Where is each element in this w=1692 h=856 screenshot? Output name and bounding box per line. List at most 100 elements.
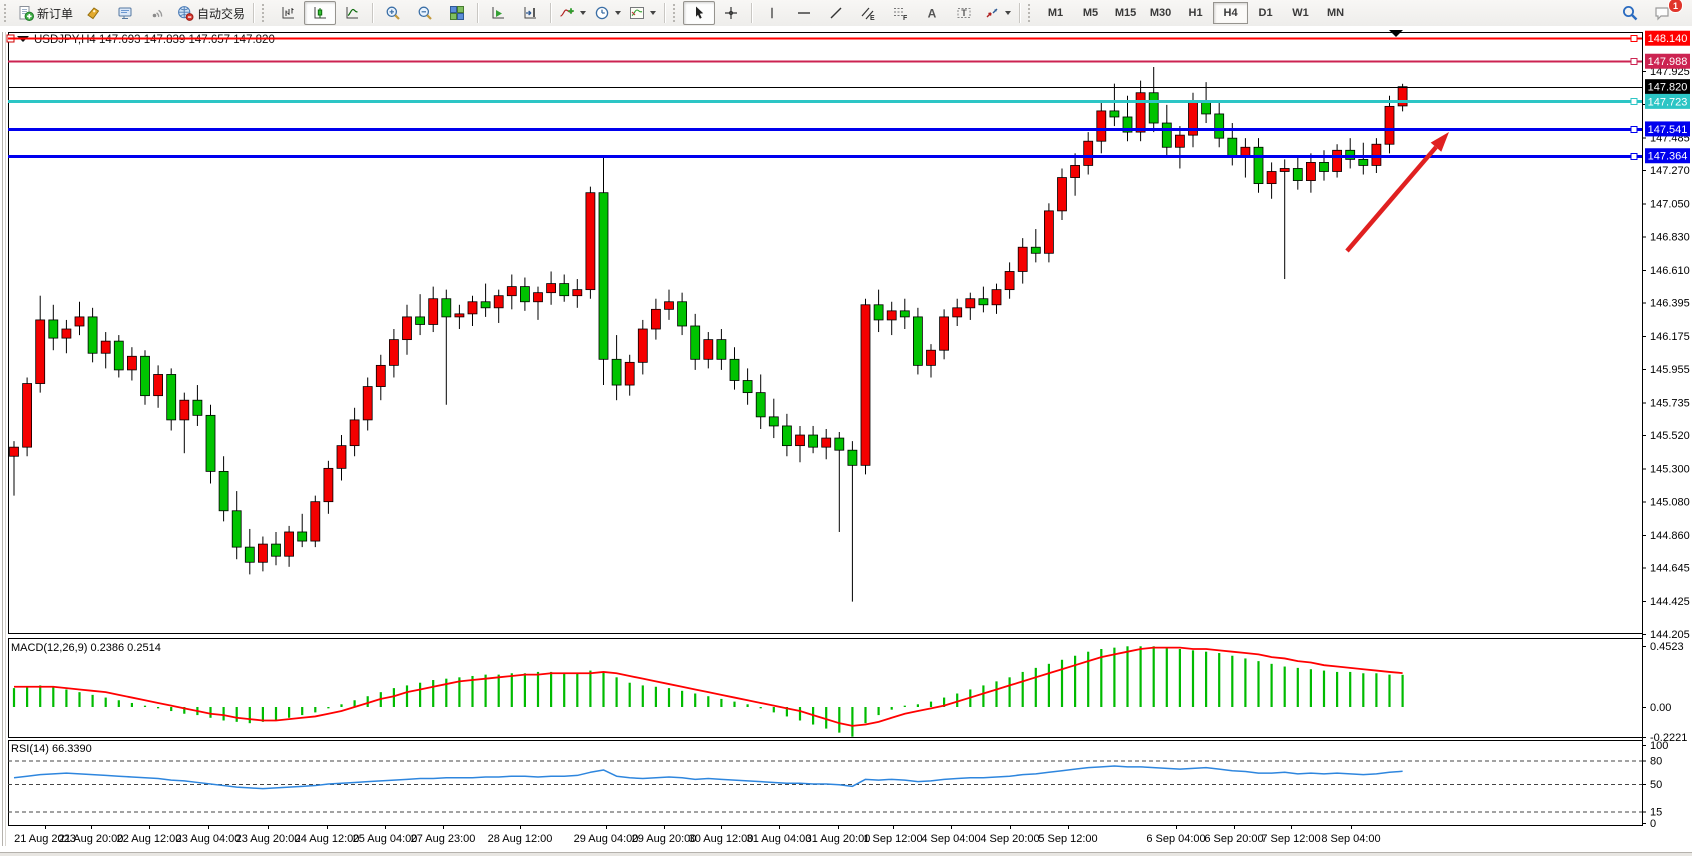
candle-body-down (271, 543, 281, 557)
price-tick-label: 147.050 (1650, 198, 1690, 210)
svg-text:F: F (903, 15, 908, 21)
candle-body-up (1057, 177, 1067, 212)
rsi-panel[interactable] (8, 740, 1643, 826)
arrows-button[interactable] (980, 1, 1015, 25)
search-button[interactable] (1614, 1, 1646, 25)
periods-button[interactable] (590, 1, 625, 25)
time-label: 23 Aug 20:00 (236, 833, 301, 845)
line-chart-button[interactable] (336, 1, 368, 25)
text-label-button[interactable]: T (948, 1, 980, 25)
market-watch-button[interactable] (77, 1, 109, 25)
candlestick-chart-button[interactable] (304, 1, 337, 25)
crosshair-button[interactable] (715, 1, 747, 25)
level-anchor-marker[interactable] (1630, 58, 1638, 65)
candle-body-up (1017, 246, 1028, 272)
tf-d1[interactable]: D1 (1258, 7, 1273, 19)
fibonacci-button[interactable]: F (884, 1, 916, 25)
chart-shift-marker[interactable] (1389, 30, 1403, 37)
candle-body-down (1161, 122, 1172, 148)
candle-body-down (1109, 110, 1120, 118)
tile-windows-button[interactable] (441, 1, 473, 25)
candle-body-up (1083, 140, 1094, 166)
toolbar-grip (673, 4, 678, 22)
candle-body-up (1096, 110, 1107, 142)
tf-w1[interactable]: W1 (1292, 7, 1309, 19)
dropdown-caret (650, 11, 657, 15)
equidistant-channel-button[interactable]: E (852, 1, 884, 25)
candle-body-down (1227, 137, 1238, 157)
macd-tick-label: 0.4523 (1650, 641, 1684, 653)
candle-body-up (546, 283, 556, 294)
chart-window[interactable]: USDJPY,H4 147.693 147.839 147.657 147.82… (0, 26, 1692, 856)
level-anchor-marker[interactable] (1630, 98, 1638, 105)
cursor-icon (696, 6, 704, 19)
signals-button[interactable] (141, 1, 173, 25)
tf-m1[interactable]: M1 (1047, 7, 1064, 19)
candle-body-up (624, 361, 635, 386)
level-anchor-marker[interactable] (1630, 35, 1638, 42)
tf-h4[interactable]: H4 (1213, 2, 1249, 24)
candle-body-up (991, 289, 1002, 306)
fibonacci-icon: F (894, 8, 908, 21)
line-chart-icon (346, 7, 359, 19)
candle-body-up (349, 419, 360, 447)
text-button[interactable]: A (916, 1, 948, 25)
bar-chart-button[interactable] (272, 1, 304, 25)
horizontal-line-button[interactable] (788, 1, 820, 25)
metaeditor-button[interactable] (109, 1, 141, 25)
rsi-line (13, 765, 1403, 790)
price-chart[interactable]: USDJPY,H4 147.693 147.839 147.657 147.82… (0, 26, 1692, 856)
candle-body-down (742, 380, 753, 394)
zoom-out-button[interactable] (409, 1, 441, 25)
tf-h1[interactable]: H1 (1188, 7, 1203, 19)
candle-body-down (415, 316, 426, 325)
candle-body-down (729, 358, 740, 381)
candle-body-up (153, 374, 164, 397)
candle-body-down (87, 316, 98, 354)
candle-body-up (1175, 134, 1185, 148)
candle-body-up (74, 316, 85, 327)
time-label: 31 Aug 04:00 (747, 833, 812, 845)
tf-m5[interactable]: M5 (1082, 7, 1099, 19)
tf-mn[interactable]: MN (1326, 7, 1345, 19)
indicators-button[interactable] (555, 1, 590, 25)
candle-body-down (847, 449, 858, 466)
candle-body-up (572, 289, 583, 297)
time-label: 31 Aug 20:00 (806, 833, 871, 845)
svg-text:T: T (961, 8, 967, 18)
cursor-button[interactable] (683, 1, 716, 25)
time-label: 23 Aug 04:00 (176, 833, 241, 845)
auto-scroll-button[interactable] (482, 1, 514, 25)
tf-m15[interactable]: M15 (1114, 7, 1137, 19)
chat-button[interactable]: 1 (1646, 0, 1683, 25)
candle-body-up (402, 316, 412, 341)
candle-body-down (978, 298, 989, 306)
main-panel[interactable] (8, 32, 1643, 634)
candle-body-down (205, 414, 216, 472)
zoom-out-icon (418, 6, 432, 20)
candle-body-down (873, 304, 884, 321)
level-anchor-marker[interactable] (1630, 126, 1638, 133)
trend-arrow-shaft[interactable] (1345, 145, 1438, 253)
candle-body-up (1371, 143, 1382, 166)
chart-shift-button[interactable] (514, 1, 546, 25)
trend-arrow-head[interactable] (1430, 132, 1449, 152)
autotrading-button[interactable]: 自动交易 (173, 1, 249, 25)
toolbar-separator (751, 3, 753, 23)
tf-m30[interactable]: M30 (1149, 7, 1172, 19)
level-anchor-marker[interactable] (1630, 153, 1638, 160)
chart-title: USDJPY,H4 147.693 147.839 147.657 147.82… (34, 34, 275, 46)
price-tick-label: 145.955 (1650, 364, 1690, 376)
price-tick-label: 145.735 (1650, 397, 1690, 409)
time-label: 7 Sep 12:00 (1261, 833, 1320, 845)
crosshair-icon (725, 7, 738, 19)
shapes-icon (986, 8, 998, 18)
trendline-button[interactable] (820, 1, 852, 25)
zoom-in-button[interactable] (377, 1, 409, 25)
candle-body-down (611, 358, 622, 386)
candle-body-down (192, 399, 203, 416)
new-order-button[interactable]: 新订单 (14, 1, 77, 25)
rsi-tick-label: 100 (1650, 740, 1668, 752)
templates-button[interactable] (625, 1, 660, 25)
vertical-line-button[interactable] (756, 1, 788, 25)
